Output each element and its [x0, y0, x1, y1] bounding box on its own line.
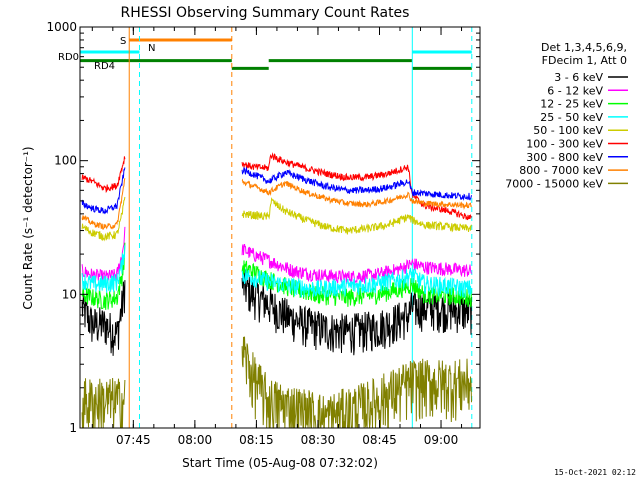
y-axis: 1 10 100 1000 [46, 20, 480, 435]
legend-label-50-100-kev: 50 - 100 keV [533, 124, 603, 137]
chart-title: RHESSI Observing Summary Count Rates [121, 5, 410, 21]
flag-bars-group [80, 38, 472, 70]
series-300-800-kev-early [81, 167, 126, 215]
plot-frame [79, 26, 481, 429]
series-6-12-kev-early [81, 226, 126, 284]
flag-labels-group: S N RD0 RD4 [58, 36, 155, 72]
legend-label-100-300-kev: 100 - 300 keV [526, 138, 603, 151]
x-tick-label: 08:30 [301, 433, 336, 447]
x-tick-label: 08:00 [178, 433, 213, 447]
series-group [81, 152, 472, 429]
x-tick-label: 07:45 [116, 433, 151, 447]
series-3-6-kev-late [241, 269, 472, 356]
legend-label-7000-15000-kev: 7000 - 15000 keV [505, 177, 603, 190]
series-300-800-kev-late [241, 166, 472, 201]
y-tick-label: 1000 [46, 20, 77, 34]
series-100-300-kev-early [81, 156, 126, 194]
series-12-25-kev-early [81, 242, 126, 310]
series-25-50-kev-early [81, 245, 126, 293]
x-tick-label: 09:00 [424, 433, 459, 447]
y-axis-label: Count Rate (s⁻¹ detector⁻¹) [21, 146, 35, 309]
x-axis-label: Start Time (05-Aug-08 07:32:02) [182, 456, 378, 470]
y-tick-label: 100 [54, 154, 77, 168]
legend-label-25-50-kev: 25 - 50 keV [540, 111, 603, 124]
footer-date: 15-Oct-2021 02:12 [554, 468, 636, 477]
series-6-12-kev-late [241, 244, 472, 285]
legend-label-12-25-kev: 12 - 25 keV [540, 98, 603, 111]
series-7000-15000-kev-late [241, 336, 472, 429]
series-800-7000-kev-late [241, 178, 472, 211]
series-7000-15000-kev-early [81, 377, 126, 429]
series-25-50-kev-late [241, 267, 472, 298]
x-axis: 07:45 08:00 08:15 08:30 08:45 09:00 [91, 27, 463, 447]
series-3-6-kev-early [81, 280, 126, 356]
flag-label-rd0: RD0 [58, 52, 79, 63]
x-tick-label: 08:15 [239, 433, 274, 447]
legend-label-300-800-kev: 300 - 800 keV [526, 151, 603, 164]
x-tick-label: 08:45 [362, 433, 397, 447]
vertical-markers-group [79, 27, 473, 428]
legend-label-800-7000-kev: 800 - 7000 keV [519, 164, 603, 177]
flag-label-n: N [148, 43, 155, 54]
legend-header-line-1: Det 1,3,4,5,6,9, [541, 41, 627, 54]
y-tick-label: 10 [62, 287, 77, 301]
legend-label-6-12-kev: 6 - 12 keV [547, 84, 603, 97]
y-tick-label: 1 [69, 421, 77, 435]
flag-label-rd4: RD4 [94, 61, 115, 72]
series-100-300-kev-late [241, 152, 472, 221]
series-50-100-kev-late [241, 197, 472, 235]
legend: Det 1,3,4,5,6,9, FDecim 1, Att 0 3 - 6 k… [505, 41, 628, 190]
legend-label-3-6-kev: 3 - 6 keV [554, 71, 603, 84]
legend-header-line-2: FDecim 1, Att 0 [542, 54, 627, 67]
flag-label-s: S [120, 36, 126, 47]
series-800-7000-kev-early [81, 178, 126, 230]
series-50-100-kev-early [81, 196, 126, 242]
